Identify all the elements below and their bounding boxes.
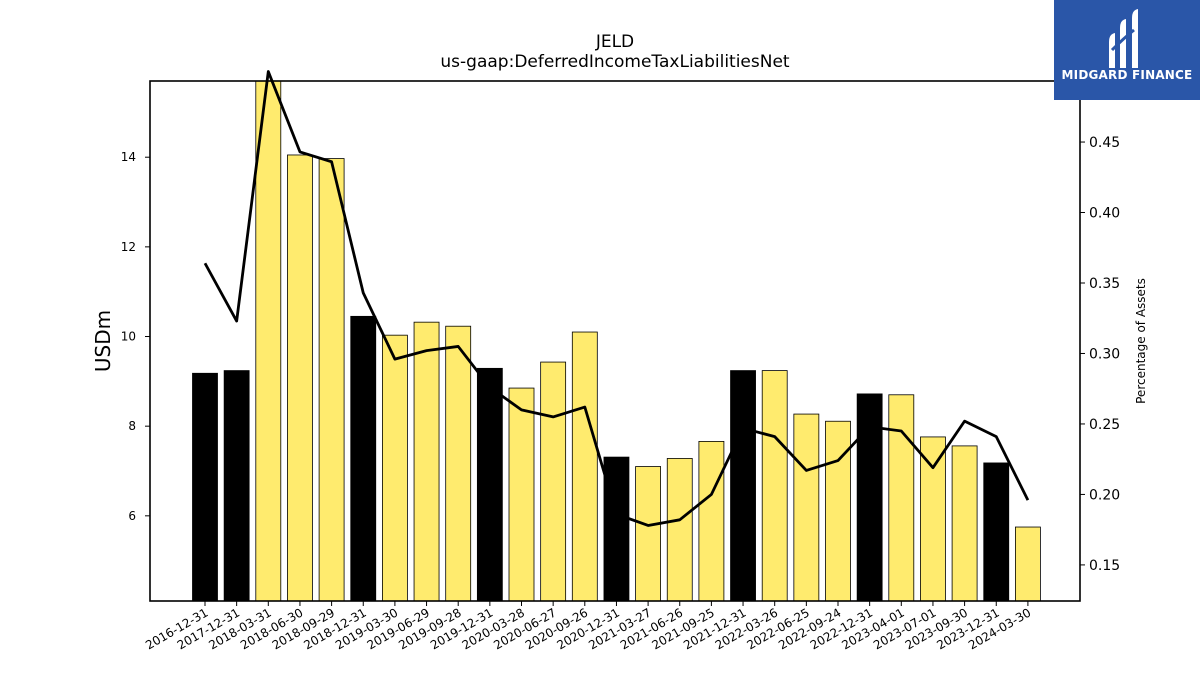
- bar-group: [192, 80, 1041, 602]
- bar-2022-09-24: [825, 420, 851, 602]
- bar-2020-12-31: [603, 456, 630, 602]
- bar-2020-09-26: [571, 331, 598, 602]
- chart-title: JELD: [595, 32, 635, 52]
- bar-2022-03-26: [761, 370, 788, 602]
- logo-mark-icon: [1109, 9, 1138, 68]
- ratio-line: [203, 70, 1030, 527]
- bar-2019-12-31: [476, 367, 503, 602]
- y-tick-label: 12: [121, 240, 136, 254]
- chart-subtitle: us-gaap:DeferredIncomeTaxLiabilitiesNet: [440, 52, 790, 72]
- bar-2024-03-30: [1015, 526, 1041, 602]
- bar-2021-09-25: [698, 441, 725, 602]
- y2-tick-label: 0.25: [1089, 417, 1120, 433]
- y2-tick-label: 0.45: [1089, 135, 1120, 151]
- bar-2021-12-31: [730, 370, 756, 602]
- bar-2018-09-29: [318, 158, 345, 602]
- bar-2018-12-31: [350, 315, 377, 602]
- y2-tick-label: 0.15: [1089, 558, 1120, 574]
- y2-tick-label: 0.35: [1089, 276, 1120, 292]
- y2-tick-label: 0.40: [1089, 206, 1120, 222]
- bar-2017-12-31: [223, 370, 250, 602]
- bar-2019-03-30: [381, 334, 408, 602]
- y2-tick-label: 0.30: [1089, 346, 1120, 362]
- plot-frame: [149, 80, 1081, 602]
- bar-2018-06-30: [287, 154, 313, 602]
- bar-2018-03-31: [255, 80, 282, 602]
- bar-2023-12-31: [983, 462, 1010, 602]
- bar-2022-12-31: [856, 393, 883, 602]
- bar-2020-03-28: [508, 387, 535, 602]
- bar-2021-06-26: [666, 458, 693, 602]
- bar-2023-07-01: [920, 436, 946, 602]
- y2-tick-label: 0.20: [1089, 487, 1120, 503]
- bar-2020-06-27: [540, 361, 567, 602]
- bar-2023-04-01: [888, 394, 915, 602]
- logo-text: MIDGARD FINANCE: [1061, 68, 1193, 82]
- y-tick-label: 10: [121, 330, 136, 344]
- bar-2019-06-29: [413, 321, 440, 602]
- y-tick-label: 8: [128, 419, 136, 433]
- y2-axis-label: Percentage of Assets: [1134, 278, 1148, 404]
- y-tick-label: 6: [128, 509, 136, 523]
- bar-2022-06-25: [793, 413, 820, 602]
- bar-2019-09-28: [445, 325, 472, 602]
- bar-2016-12-31: [192, 372, 218, 602]
- y-tick-label: 14: [121, 150, 136, 164]
- brand-logo: MIDGARD FINANCE: [1054, 0, 1200, 100]
- bar-2021-03-27: [635, 466, 661, 602]
- y-axis-label: USDm: [91, 310, 115, 372]
- bar-2023-09-30: [951, 445, 978, 602]
